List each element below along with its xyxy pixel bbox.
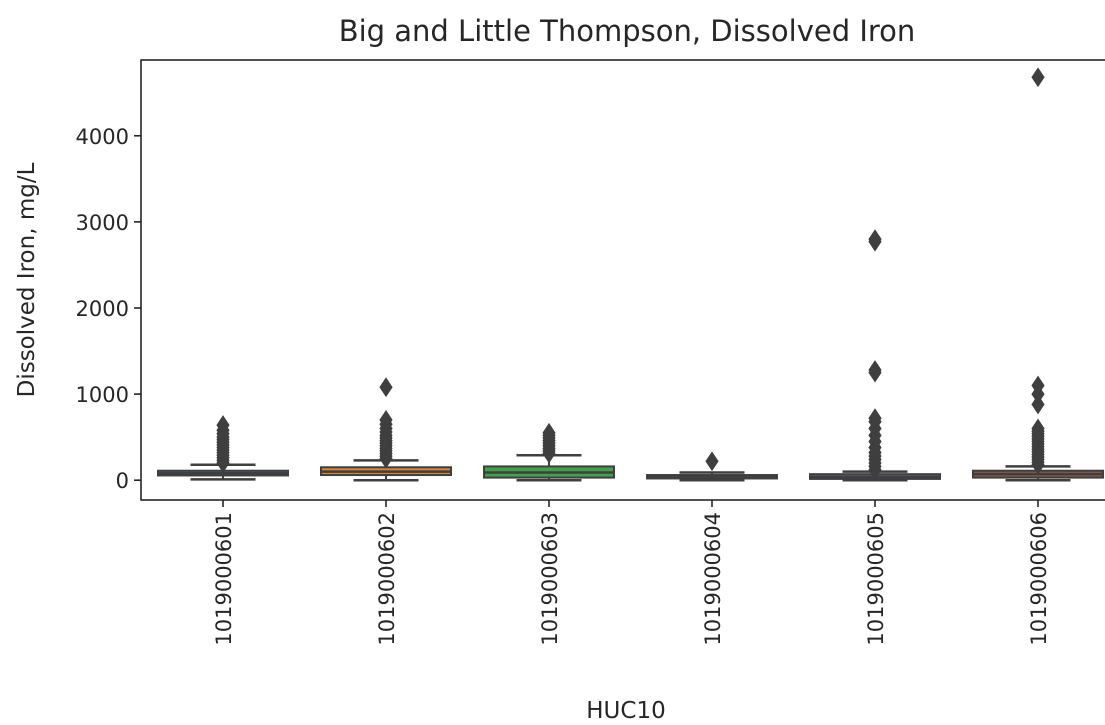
- box-1019000605: [809, 229, 941, 482]
- x-axis: 1019000601 1019000602 1019000603 1019000604…: [212, 500, 1051, 646]
- x-tick-label-1019000603: 1019000603: [538, 512, 562, 646]
- y-tick-label-4000: 4000: [76, 125, 129, 149]
- x-tick-label-1019000602: 1019000602: [375, 512, 399, 646]
- box-1019000606: [972, 67, 1104, 482]
- outlier-1019000602-13: [379, 410, 393, 430]
- outlier-1019000604-0: [705, 451, 719, 472]
- y-tick-label-2000: 2000: [76, 297, 129, 321]
- box-1019000602: [320, 377, 452, 482]
- outlier-1019000601-13: [216, 415, 230, 435]
- x-axis-label: HUC10: [586, 698, 665, 724]
- x-tick-label-1019000604: 1019000604: [701, 512, 725, 646]
- outlier-1019000606-17: [1031, 375, 1045, 396]
- outlier-1019000603-8: [542, 422, 556, 443]
- y-tick-label-3000: 3000: [76, 211, 129, 235]
- outlier-1019000606-14: [1031, 418, 1045, 439]
- box-1019000603: [483, 422, 615, 482]
- box-series: [157, 67, 1104, 482]
- box-1019000601: [157, 415, 289, 481]
- x-tick-label-1019000605: 1019000605: [864, 512, 888, 646]
- outlier-1019000605-11: [868, 408, 882, 429]
- x-tick-label-1019000601: 1019000601: [212, 512, 236, 646]
- chart-title: Big and Little Thompson, Dissolved Iron: [339, 14, 916, 48]
- x-tick-label-1019000606: 1019000606: [1027, 512, 1051, 646]
- outlier-1019000606-18: [1031, 67, 1045, 88]
- box-1019000604: [646, 451, 778, 482]
- outlier-1019000605-13: [868, 360, 882, 380]
- y-tick-label-0: 0: [116, 469, 129, 493]
- y-axis-label: Dissolved Iron, mg/L: [14, 162, 40, 397]
- y-tick-label-1000: 1000: [76, 383, 129, 407]
- plot-frame: [140, 59, 1105, 501]
- outlier-1019000602-14: [379, 377, 393, 398]
- y-axis: 0 1000 2000 3000 4000: [76, 125, 141, 493]
- outlier-1019000606-15: [1031, 394, 1045, 415]
- outlier-1019000605-15: [868, 229, 882, 250]
